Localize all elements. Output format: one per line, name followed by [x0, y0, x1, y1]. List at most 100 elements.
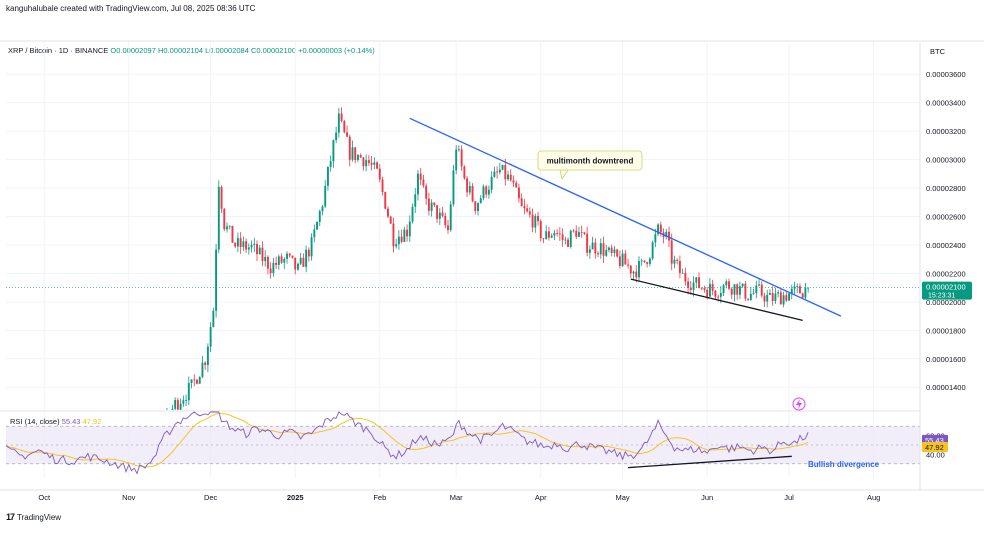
rsi-ma-value: 47.92 — [82, 417, 102, 426]
candle-body — [332, 140, 335, 162]
candle-body — [198, 376, 201, 384]
candle-body — [272, 262, 275, 274]
candle-body — [266, 256, 269, 269]
candle-body — [785, 295, 788, 301]
candle-body — [779, 292, 782, 305]
candle-body — [171, 408, 174, 410]
candle-body — [719, 293, 722, 297]
candle-body — [624, 253, 627, 265]
candle-body — [588, 249, 591, 253]
last-price-label: 0.00002100 — [926, 283, 966, 292]
candle-body — [774, 293, 777, 301]
candle-body — [422, 179, 425, 186]
candle-body — [307, 249, 310, 257]
brand-name: TradingView — [17, 512, 62, 522]
price-tick: 0.00001800 — [926, 326, 966, 335]
candle-body — [692, 282, 695, 290]
rsi-ma-label: 47.92 — [925, 443, 944, 452]
candle-body — [561, 234, 564, 240]
candle-body — [703, 288, 706, 290]
candle-body — [348, 136, 351, 160]
candle-body — [569, 230, 572, 247]
rsi-value-label: 55.43 — [925, 436, 944, 445]
candle-body — [539, 221, 542, 239]
candle-body — [496, 171, 499, 173]
candle-body — [321, 206, 324, 212]
candlestick-series — [6, 107, 920, 410]
price-tick: 0.00003400 — [926, 99, 966, 108]
candle-body — [264, 256, 267, 262]
candle-body — [187, 382, 190, 401]
candle-body — [763, 295, 766, 302]
rsi-pane — [5, 411, 920, 475]
annotations: multimonth downtrend Bullish divergence — [537, 150, 880, 469]
candle-body — [176, 399, 179, 410]
candle-body — [676, 259, 679, 261]
candle-body — [417, 173, 419, 195]
candle-body — [501, 165, 504, 170]
candle-body — [608, 247, 610, 251]
candle-body — [275, 262, 278, 265]
candle-body — [665, 231, 668, 238]
rsi-ma-tag — [922, 441, 948, 452]
candle-body — [542, 238, 545, 240]
divergence-label: Bullish divergence — [808, 460, 880, 469]
candle-body — [493, 171, 496, 177]
candle-body — [599, 243, 602, 255]
candle-body — [310, 237, 313, 257]
candle-body — [706, 289, 709, 297]
countdown-label: 15:23:31 — [928, 293, 955, 300]
candle-body — [635, 271, 638, 278]
candle-body — [572, 230, 575, 232]
candle-body — [616, 249, 619, 257]
currency-label: BTC — [930, 47, 945, 56]
candle-body — [618, 256, 621, 266]
candle-body — [681, 272, 684, 274]
candle-body — [269, 268, 272, 274]
chart-axes: 0.00003600 0.00003400 0.00003200 0.00003000… — [0, 40, 984, 502]
candle-body — [547, 231, 550, 238]
candle-body — [520, 198, 523, 207]
rsi-value: 55.43 — [61, 417, 81, 426]
candle-body — [597, 253, 600, 255]
candle-body — [242, 241, 245, 247]
candle-body — [234, 242, 237, 247]
candle-body — [444, 215, 447, 226]
price-support-line — [630, 278, 803, 321]
candle-body — [408, 221, 411, 237]
candle-body — [433, 202, 436, 206]
candle-body — [749, 293, 752, 300]
candle-body — [196, 379, 198, 384]
candle-body — [700, 287, 703, 289]
candle-body — [324, 185, 327, 207]
candle-body — [370, 162, 373, 165]
candle-body — [782, 295, 785, 305]
candle-body — [575, 230, 578, 237]
candle-body — [258, 247, 261, 255]
candle-body — [256, 243, 258, 255]
candle-body — [296, 263, 299, 270]
candle-body — [517, 187, 520, 199]
candle-body — [741, 283, 744, 287]
candle-body — [605, 250, 608, 256]
candle-body — [294, 257, 297, 270]
last-price-tag — [922, 281, 972, 300]
candle-body — [567, 239, 569, 247]
candle-body — [629, 265, 632, 274]
candle-body — [728, 281, 730, 289]
candle-body — [436, 205, 439, 219]
candle-body — [427, 198, 430, 211]
tradingview-brand[interactable]: 17 TradingView — [6, 512, 61, 522]
candle-body — [283, 258, 286, 263]
candle-body — [381, 179, 384, 193]
candle-body — [509, 174, 512, 181]
candle-body — [485, 186, 488, 195]
price-tick: 0.00002000 — [926, 298, 966, 307]
rsi-title[interactable]: RSI (14, close) — [10, 417, 60, 426]
symbol-title[interactable]: XRP / Bitcoin · 1D · BINANCE — [8, 46, 109, 55]
candle-body — [730, 288, 733, 295]
candle-body — [441, 212, 444, 216]
time-label: Oct — [38, 493, 51, 502]
candle-body — [564, 239, 567, 241]
